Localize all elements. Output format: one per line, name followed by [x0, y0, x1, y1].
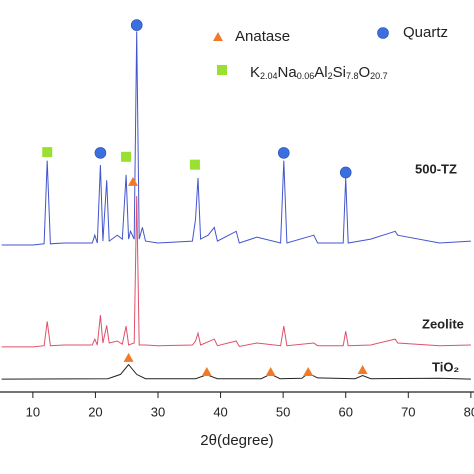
peak-marker — [127, 176, 138, 186]
x-tick-label: 70 — [401, 404, 415, 419]
peak-marker — [42, 147, 53, 158]
formula-part: Na — [278, 64, 298, 81]
formula-part: 0.06 — [297, 71, 315, 81]
series-label: 500-TZ — [415, 161, 457, 176]
series-label: TiO₂ — [432, 359, 459, 374]
formula-part: 2.04 — [260, 71, 278, 81]
x-tick-label: 60 — [338, 404, 352, 419]
peak-marker — [201, 367, 212, 377]
peak-marker — [94, 147, 107, 159]
x-axis-title: 2θ(degree) — [200, 432, 273, 449]
peak-marker — [339, 166, 352, 179]
peak-marker — [265, 367, 276, 377]
formula-part: K — [250, 64, 260, 81]
formula-part: O — [358, 64, 370, 81]
formula-part: 7.8 — [346, 71, 359, 81]
peak-marker — [123, 352, 134, 362]
pattern-line — [1, 195, 471, 348]
formula-part: 2 — [328, 71, 333, 81]
legend-symbol — [213, 32, 223, 41]
x-tick-label: 30 — [151, 404, 165, 419]
series-label: Zeolite — [422, 316, 464, 331]
x-tick-label: 80 — [464, 404, 474, 419]
x-tick-label: 50 — [276, 404, 290, 419]
legend-symbol — [377, 27, 389, 39]
peak-marker — [121, 151, 132, 162]
legend-symbol — [217, 65, 227, 75]
formula-part: Al — [314, 64, 327, 81]
peak-marker — [303, 367, 314, 377]
x-tick-label: 40 — [213, 404, 227, 419]
legend-label: Anatase — [235, 28, 290, 45]
pattern-line — [1, 31, 471, 246]
legend-label: Quartz — [403, 24, 448, 41]
peak-marker — [130, 19, 143, 31]
peak-marker — [357, 365, 368, 375]
peak-marker — [277, 147, 290, 159]
x-tick-label: 10 — [26, 404, 40, 419]
peak-marker — [189, 159, 200, 170]
formula-part: Si — [333, 64, 346, 81]
x-tick-label: 20 — [88, 404, 102, 419]
legend-label: K2.04Na0.06Al2Si7.8O20.7 — [250, 64, 388, 81]
pattern-line — [1, 363, 471, 380]
formula-part: 20.7 — [370, 71, 388, 81]
